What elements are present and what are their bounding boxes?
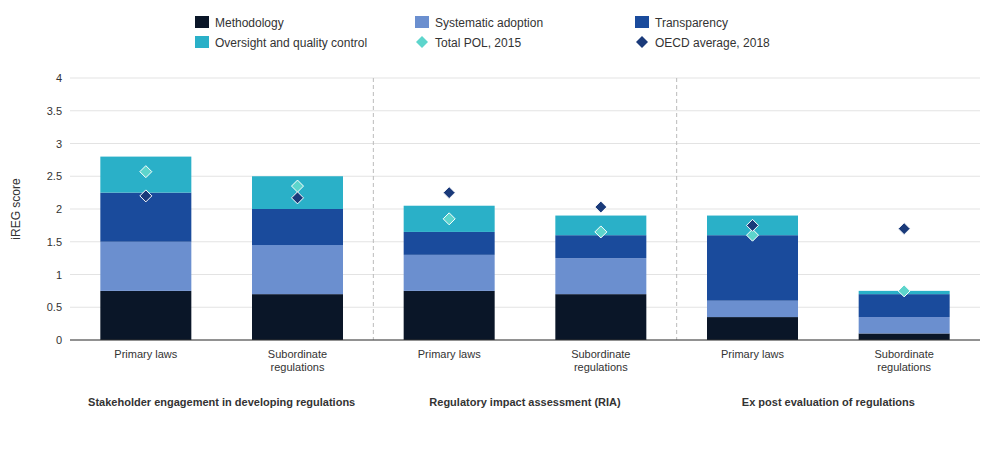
legend-swatch <box>415 16 429 28</box>
bar-segment <box>252 209 343 245</box>
bar-segment <box>100 157 191 193</box>
marker-series <box>140 166 910 297</box>
bar-segment <box>252 294 343 340</box>
legend-swatch <box>635 16 649 28</box>
y-tick-label: 0 <box>56 334 62 346</box>
bar-segment <box>555 258 646 294</box>
grid-line <box>70 78 980 79</box>
group-divider <box>676 78 677 340</box>
y-axis-label: iREG score <box>9 178 23 240</box>
bar-segment <box>404 255 495 291</box>
grid-line <box>70 143 980 144</box>
legend-label: Transparency <box>655 16 728 30</box>
marker-series <box>140 187 910 235</box>
legend-marker <box>416 36 428 48</box>
diamond-marker <box>595 201 607 213</box>
legend-label: OECD average, 2018 <box>655 36 770 50</box>
x-tick-label: Primary laws <box>114 348 177 360</box>
group-label: Regulatory impact assessment (RIA) <box>429 396 621 408</box>
x-tick-label: Subordinateregulations <box>875 348 934 373</box>
bar-segment <box>100 242 191 291</box>
legend-swatch <box>195 36 209 48</box>
bar-segment <box>859 333 950 340</box>
diamond-marker <box>292 192 304 204</box>
grid <box>70 78 980 340</box>
legend-swatch <box>195 16 209 28</box>
bar-segment <box>859 294 950 317</box>
y-axis: 0 0.5 1 1.5 2 2.5 3 3.5 4 <box>47 72 62 346</box>
bar-segment <box>555 235 646 258</box>
grid-line <box>70 274 980 275</box>
grid-line <box>70 110 980 111</box>
y-tick-label: 1 <box>56 269 62 281</box>
x-tick-label: Primary laws <box>721 348 784 360</box>
x-tick-label: Primary laws <box>418 348 481 360</box>
legend-marker <box>636 36 648 48</box>
legend: Methodology Systematic adoption Transparen… <box>195 16 770 50</box>
bar-segment <box>404 232 495 255</box>
bar-segment <box>100 291 191 340</box>
grid-line <box>70 209 980 210</box>
bar-segment <box>707 301 798 317</box>
group-divider <box>373 78 374 340</box>
x-tick-label: Subordinateregulations <box>268 348 327 373</box>
bar-series <box>100 242 949 334</box>
bar-segment <box>404 291 495 340</box>
diamond-marker <box>595 226 607 238</box>
legend-label: Systematic adoption <box>435 16 543 30</box>
y-tick-label: 2.5 <box>47 170 62 182</box>
y-tick-label: 4 <box>56 72 62 84</box>
x-axis: Primary laws Subordinateregulations Primar… <box>88 348 934 408</box>
bar-series <box>100 157 949 295</box>
grid-line <box>70 241 980 242</box>
diamond-marker <box>898 223 910 235</box>
y-tick-label: 3.5 <box>47 105 62 117</box>
legend-label: Methodology <box>215 16 284 30</box>
bar-series <box>100 193 949 317</box>
bar-segment <box>859 317 950 333</box>
y-tick-label: 0.5 <box>47 301 62 313</box>
x-tick-label: Subordinateregulations <box>571 348 630 373</box>
bar-segment <box>707 317 798 340</box>
y-tick-label: 1.5 <box>47 236 62 248</box>
legend-label: Oversight and quality control <box>215 36 367 50</box>
grid-line <box>70 176 980 177</box>
plot-area <box>100 157 949 340</box>
diamond-marker <box>292 180 304 192</box>
group-label: Stakeholder engagement in developing reg… <box>88 396 355 408</box>
grid-line <box>70 307 980 308</box>
legend-label: Total POL, 2015 <box>435 36 521 50</box>
bar-segment <box>252 176 343 209</box>
diamond-marker <box>140 166 152 178</box>
y-tick-label: 3 <box>56 138 62 150</box>
chart: 0 0.5 1 1.5 2 2.5 3 3.5 4 iREG score Primary laws S… <box>0 0 1000 458</box>
grid-line <box>70 340 980 341</box>
bar-segment <box>252 245 343 294</box>
y-tick-label: 2 <box>56 203 62 215</box>
bar-segment <box>707 235 798 301</box>
group-label: Ex post evaluation of regulations <box>742 396 915 408</box>
bar-series <box>100 291 949 340</box>
bar-segment <box>404 206 495 232</box>
diamond-marker <box>443 213 455 225</box>
bar-segment <box>555 294 646 340</box>
diamond-marker <box>747 219 759 231</box>
diamond-marker <box>443 187 455 199</box>
diamond-marker <box>898 285 910 297</box>
diamond-marker <box>140 190 152 202</box>
x-axis-line <box>70 340 980 341</box>
